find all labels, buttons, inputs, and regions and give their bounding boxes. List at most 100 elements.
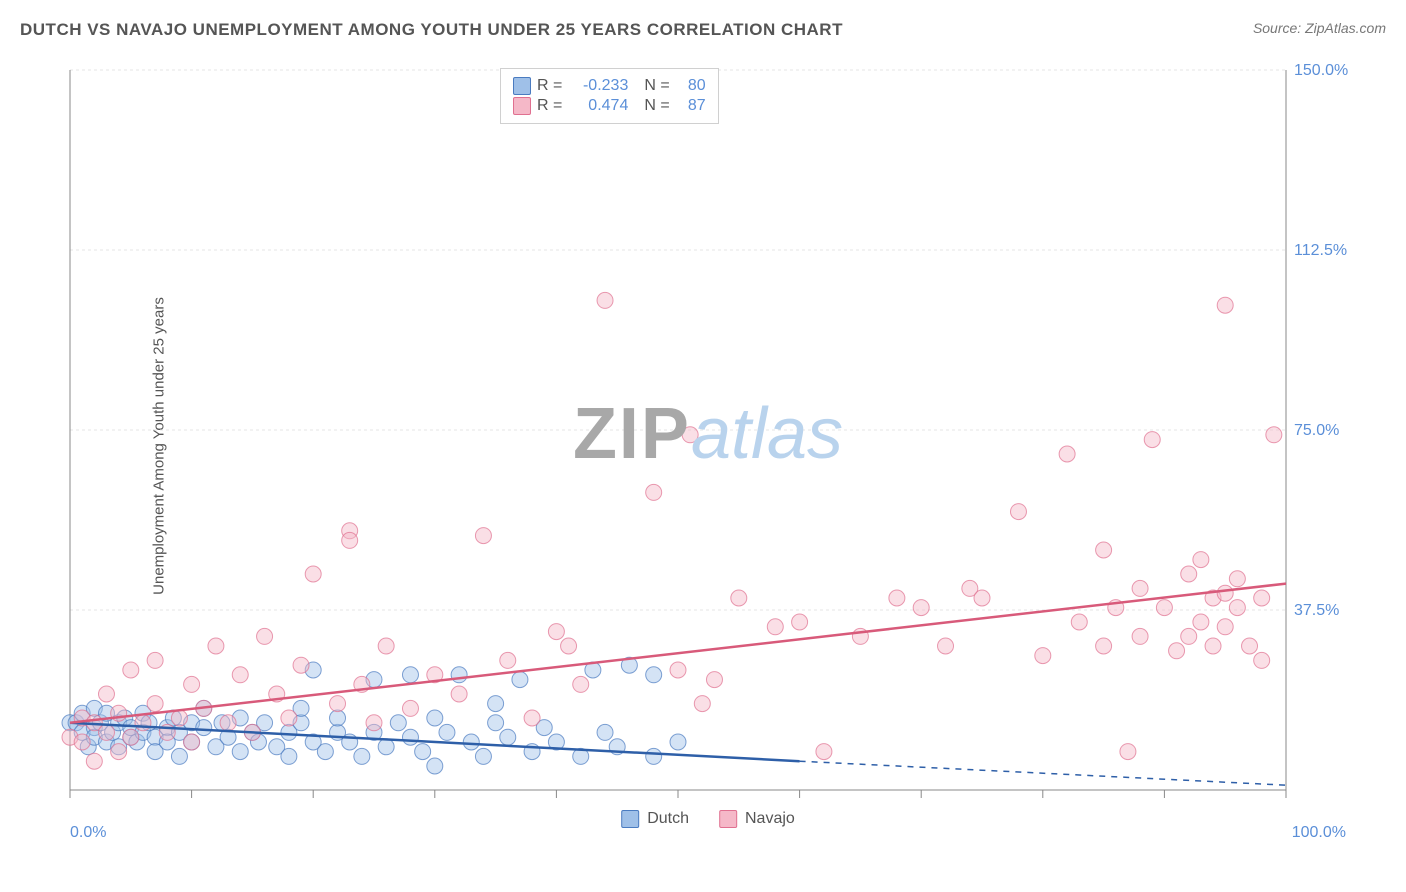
data-point-navajo <box>767 619 783 635</box>
data-point-navajo <box>682 427 698 443</box>
data-point-dutch <box>512 672 528 688</box>
data-point-navajo <box>1132 580 1148 596</box>
data-point-navajo <box>1071 614 1087 630</box>
data-point-navajo <box>561 638 577 654</box>
data-point-navajo <box>111 744 127 760</box>
x-axis-max-label: 100.0% <box>1292 824 1346 842</box>
legend-swatch <box>513 97 531 115</box>
data-point-dutch <box>378 739 394 755</box>
data-point-navajo <box>1096 542 1112 558</box>
data-point-dutch <box>281 748 297 764</box>
legend-item-dutch: Dutch <box>621 810 689 828</box>
data-point-navajo <box>1181 628 1197 644</box>
data-point-navajo <box>366 715 382 731</box>
data-point-dutch <box>500 729 516 745</box>
data-point-navajo <box>573 676 589 692</box>
chart-header: DUTCH VS NAVAJO UNEMPLOYMENT AMONG YOUTH… <box>20 20 1386 40</box>
legend-swatch <box>621 810 639 828</box>
data-point-navajo <box>670 662 686 678</box>
data-point-navajo <box>816 744 832 760</box>
data-point-navajo <box>305 566 321 582</box>
data-point-navajo <box>792 614 808 630</box>
data-point-navajo <box>889 590 905 606</box>
data-point-navajo <box>147 652 163 668</box>
stat-r-label: R = <box>537 97 562 115</box>
data-point-navajo <box>1254 590 1270 606</box>
data-point-navajo <box>1144 432 1160 448</box>
data-point-dutch <box>171 748 187 764</box>
data-point-navajo <box>1266 427 1282 443</box>
legend-swatch <box>719 810 737 828</box>
data-point-navajo <box>1217 297 1233 313</box>
data-point-navajo <box>1059 446 1075 462</box>
data-point-navajo <box>1120 744 1136 760</box>
data-point-dutch <box>330 710 346 726</box>
chart-title: DUTCH VS NAVAJO UNEMPLOYMENT AMONG YOUTH… <box>20 20 843 40</box>
data-point-navajo <box>1035 648 1051 664</box>
data-point-navajo <box>475 528 491 544</box>
data-point-navajo <box>1205 638 1221 654</box>
data-point-navajo <box>694 696 710 712</box>
data-point-navajo <box>184 676 200 692</box>
legend-label: Navajo <box>745 810 795 828</box>
y-tick-label: 75.0% <box>1294 422 1339 439</box>
legend-item-navajo: Navajo <box>719 810 795 828</box>
data-point-navajo <box>74 734 90 750</box>
stat-n-label: N = <box>644 77 669 95</box>
stat-r-value: -0.233 <box>568 77 628 95</box>
data-point-dutch <box>488 696 504 712</box>
data-point-navajo <box>1010 504 1026 520</box>
data-point-navajo <box>451 686 467 702</box>
data-point-dutch <box>402 667 418 683</box>
data-point-navajo <box>1242 638 1258 654</box>
data-point-navajo <box>1132 628 1148 644</box>
data-point-navajo <box>646 484 662 500</box>
chart-source: Source: ZipAtlas.com <box>1253 20 1386 36</box>
data-point-navajo <box>281 710 297 726</box>
chart-container: 37.5%75.0%112.5%150.0% R = -0.233 N = 80… <box>60 60 1356 840</box>
stats-row-dutch: R = -0.233 N = 80 <box>513 77 706 95</box>
data-point-navajo <box>402 700 418 716</box>
data-point-navajo <box>378 638 394 654</box>
data-point-navajo <box>974 590 990 606</box>
data-point-navajo <box>232 667 248 683</box>
data-point-navajo <box>1193 614 1209 630</box>
data-point-dutch <box>463 734 479 750</box>
data-point-navajo <box>548 624 564 640</box>
legend-swatch <box>513 77 531 95</box>
data-point-dutch <box>646 748 662 764</box>
data-point-navajo <box>1217 585 1233 601</box>
data-point-navajo <box>135 715 151 731</box>
data-point-navajo <box>524 710 540 726</box>
data-point-navajo <box>123 662 139 678</box>
data-point-dutch <box>427 710 443 726</box>
data-point-dutch <box>451 667 467 683</box>
trendline-dash-dutch <box>800 761 1286 785</box>
stat-n-value: 80 <box>676 77 706 95</box>
data-point-dutch <box>646 667 662 683</box>
data-point-navajo <box>1181 566 1197 582</box>
data-point-navajo <box>208 638 224 654</box>
data-point-navajo <box>220 715 236 731</box>
data-point-navajo <box>706 672 722 688</box>
data-point-navajo <box>147 696 163 712</box>
data-point-dutch <box>390 715 406 731</box>
y-tick-label: 37.5% <box>1294 602 1339 619</box>
data-point-navajo <box>1254 652 1270 668</box>
data-point-dutch <box>317 744 333 760</box>
legend-label: Dutch <box>647 810 689 828</box>
data-point-navajo <box>330 696 346 712</box>
data-point-navajo <box>500 652 516 668</box>
stats-row-navajo: R = 0.474 N = 87 <box>513 97 706 115</box>
data-point-navajo <box>171 710 187 726</box>
data-point-dutch <box>402 729 418 745</box>
data-point-navajo <box>98 724 114 740</box>
data-point-navajo <box>1229 600 1245 616</box>
stat-r-label: R = <box>537 77 562 95</box>
data-point-dutch <box>439 724 455 740</box>
y-tick-label: 150.0% <box>1294 62 1348 79</box>
data-point-dutch <box>488 715 504 731</box>
data-point-navajo <box>293 657 309 673</box>
stat-n-value: 87 <box>676 97 706 115</box>
data-point-dutch <box>670 734 686 750</box>
